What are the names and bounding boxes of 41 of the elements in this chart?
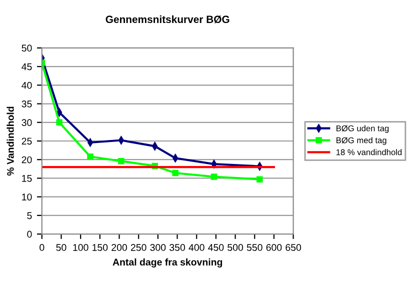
y-tick-label: 30	[22, 119, 32, 126]
x-tick-label: 650	[286, 244, 302, 251]
x-tick-label: 600	[266, 244, 282, 251]
point	[56, 119, 62, 126]
point	[118, 136, 124, 144]
y-axis-title: % Vandindhold	[6, 106, 14, 176]
x-tick-label: 350	[170, 244, 185, 251]
chart-title: Gennemsnitskurver BØG	[106, 15, 230, 24]
legend-label: BØG med tag	[336, 137, 386, 145]
y-tick-label: 5	[27, 212, 32, 220]
point	[152, 142, 158, 150]
y-tick-label: 15	[22, 175, 32, 182]
x-tick-label: 550	[246, 244, 262, 251]
point	[210, 174, 218, 180]
y-tick-label: 35	[22, 100, 32, 108]
y-tick-label: 20	[22, 156, 32, 164]
x-tick-label: 500	[228, 244, 244, 251]
x-tick-label: 400	[188, 244, 204, 251]
point	[118, 158, 124, 164]
y-tick-label: 45	[22, 63, 32, 70]
x-tick-label: 150	[92, 244, 108, 251]
y-tick-label: 50	[22, 44, 32, 52]
x-tick-label: 300	[150, 244, 166, 251]
point	[172, 170, 178, 176]
x-tick-label: 250	[130, 244, 146, 251]
x-tick-label: 50	[56, 244, 66, 251]
legend-label: 18 % vandindhold	[336, 149, 402, 156]
y-tick-label: 0	[27, 230, 32, 238]
y-tick-label: 10	[22, 194, 32, 200]
x-tick-label: 450	[208, 244, 224, 251]
point	[56, 108, 62, 116]
point	[87, 138, 94, 147]
y-tick-label: 40	[22, 82, 32, 89]
legend-label: BØG uden tag	[336, 125, 389, 133]
x-axis-title: Antal dage fra skovning	[112, 258, 222, 268]
x-tick-label: 100	[73, 244, 88, 251]
point	[87, 154, 94, 160]
point	[256, 176, 263, 182]
x-tick-label: 0	[40, 244, 44, 251]
x-tick-label: 200	[112, 244, 127, 251]
y-tick-label: 25	[22, 138, 32, 145]
